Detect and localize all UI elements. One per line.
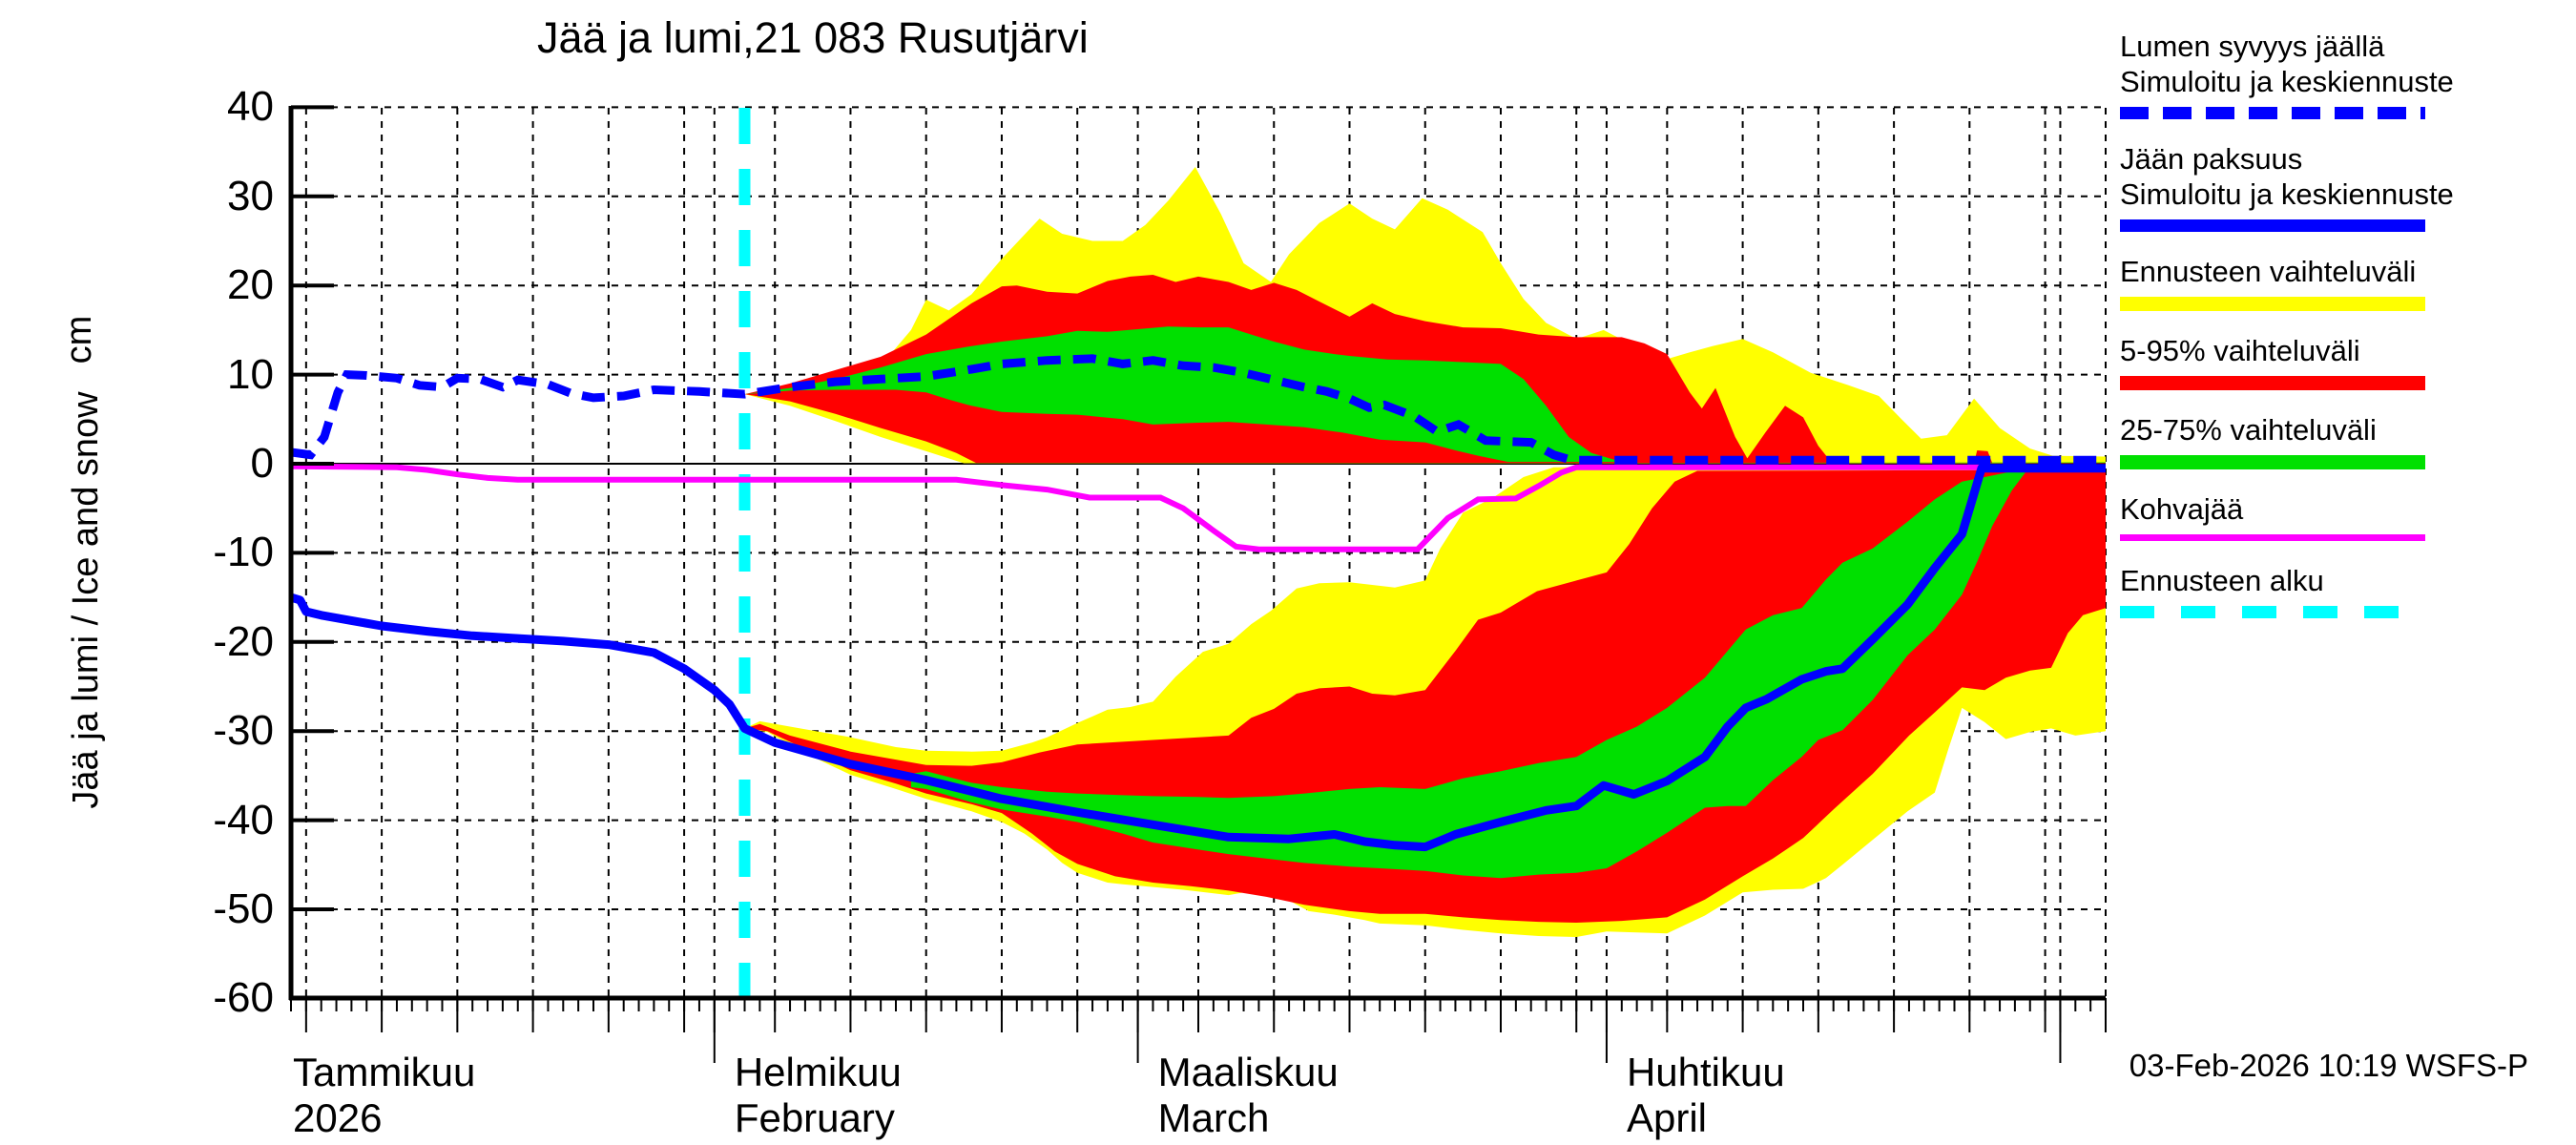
legend-item-label: Lumen syvyys jäällä Simuloitu ja keskien… xyxy=(2120,30,2454,98)
legend-item-6: Ennusteen alku xyxy=(2120,563,2540,618)
legend-item-label: 5-95% vaihteluväli xyxy=(2120,334,2360,367)
chart-title: Jää ja lumi,21 083 Rusutjärvi xyxy=(537,13,1089,62)
legend: Lumen syvyys jäällä Simuloitu ja keskien… xyxy=(2120,29,2540,640)
legend-item-4: 25-75% vaihteluväli xyxy=(2120,412,2540,469)
legend-item-label: Ennusteen vaihteluväli xyxy=(2120,255,2417,288)
band-ice-green xyxy=(910,468,2029,879)
legend-item-0: Lumen syvyys jäällä Simuloitu ja keskien… xyxy=(2120,29,2540,119)
legend-swatch-dashed-cyan xyxy=(2120,606,2425,618)
month-label-huhtikuu: Huhtikuu April xyxy=(1626,1050,1785,1140)
legend-item-1: Jään paksuus Simuloitu ja keskiennuste xyxy=(2120,141,2540,232)
legend-item-label: Kohvajää xyxy=(2120,492,2244,526)
y-axis-label: Jää ja lumi / Ice and snow xyxy=(66,391,106,809)
y-axis-unit-label: cm xyxy=(59,315,99,364)
legend-swatch-solid-blue xyxy=(2120,219,2425,232)
y-tick-label-0: 0 xyxy=(250,440,274,487)
y-tick-label-20: 20 xyxy=(227,261,274,309)
legend-item-label: 25-75% vaihteluväli xyxy=(2120,413,2377,447)
month-label-tammikuu: Tammikuu 2026 xyxy=(293,1050,476,1140)
legend-item-5: Kohvajää xyxy=(2120,491,2540,541)
y-tick-label--60: -60 xyxy=(213,974,274,1022)
month-label-maaliskuu: Maaliskuu March xyxy=(1157,1050,1339,1140)
y-tick-label--20: -20 xyxy=(213,617,274,665)
snow-depth-line xyxy=(290,354,2106,465)
timestamp: 03-Feb-2026 10:19 WSFS-P xyxy=(2129,1048,2528,1083)
legend-item-3: 5-95% vaihteluväli xyxy=(2120,333,2540,390)
legend-item-label: Ennusteen alku xyxy=(2120,564,2324,597)
legend-swatch-dashed-blue xyxy=(2120,107,2425,119)
legend-item-label: Jään paksuus Simuloitu ja keskiennuste xyxy=(2120,142,2454,211)
y-tick-label--40: -40 xyxy=(213,796,274,843)
y-tick-label--30: -30 xyxy=(213,707,274,755)
y-tick-label--10: -10 xyxy=(213,529,274,576)
legend-item-2: Ennusteen vaihteluväli xyxy=(2120,254,2540,311)
legend-swatch-solid-yellow xyxy=(2120,297,2425,311)
ice-thickness-line xyxy=(289,464,2106,852)
y-tick-label--50: -50 xyxy=(213,885,274,932)
y-tick-label-30: 30 xyxy=(227,172,274,219)
kohvajaa-line xyxy=(290,463,2106,552)
legend-swatch-solid-red xyxy=(2120,376,2425,390)
legend-swatch-solid-magenta xyxy=(2120,534,2425,541)
y-tick-label-10: 10 xyxy=(227,350,274,398)
legend-swatch-solid-green xyxy=(2120,455,2425,469)
month-label-helmikuu: Helmikuu February xyxy=(734,1050,902,1140)
y-tick-label-40: 40 xyxy=(227,83,274,131)
